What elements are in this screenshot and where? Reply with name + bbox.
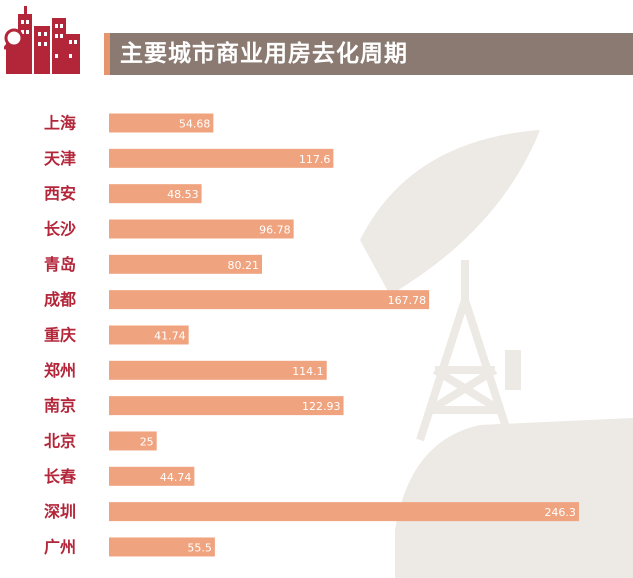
category-label: 青岛 <box>44 255 76 274</box>
value-label: 246.3 <box>544 506 576 519</box>
category-label: 上海 <box>44 114 76 133</box>
category-label: 长沙 <box>44 219 76 238</box>
category-label: 南京 <box>44 396 76 415</box>
chart-title: 主要城市商业用房去化周期 <box>120 41 408 67</box>
bar <box>109 466 195 486</box>
value-label: 114.1 <box>292 365 324 378</box>
category-label: 深圳 <box>44 502 76 521</box>
value-label: 25 <box>140 435 154 448</box>
bar <box>109 113 214 133</box>
value-label: 41.74 <box>154 329 186 342</box>
bar <box>109 396 344 416</box>
category-label: 广州 <box>44 537 76 556</box>
magnifier-icon <box>4 28 24 50</box>
bar <box>109 325 189 345</box>
value-label: 167.78 <box>388 294 427 307</box>
value-label: 117.6 <box>299 153 331 166</box>
category-label: 重庆 <box>44 325 76 344</box>
city-buildings-logo <box>4 6 80 74</box>
category-label: 长春 <box>44 467 77 486</box>
bar <box>109 184 202 204</box>
bar <box>109 537 215 557</box>
value-label: 96.78 <box>259 223 291 236</box>
value-label: 54.68 <box>179 118 211 131</box>
bar <box>109 219 294 239</box>
category-label: 北京 <box>44 431 76 450</box>
value-label: 122.93 <box>302 400 341 413</box>
bar <box>109 254 263 274</box>
bar <box>109 502 579 522</box>
value-label: 80.21 <box>228 259 260 272</box>
category-label: 西安 <box>44 184 76 203</box>
category-label: 郑州 <box>44 361 76 380</box>
value-label: 48.53 <box>167 188 199 201</box>
title-band: 主要城市商业用房去化周期 <box>104 33 633 75</box>
bar <box>109 290 430 310</box>
category-label: 成都 <box>44 290 76 309</box>
bar <box>109 148 334 168</box>
bar <box>109 431 157 451</box>
bar <box>109 360 327 380</box>
satellite-dish-illustration <box>360 130 633 578</box>
value-label: 44.74 <box>160 471 192 484</box>
value-label: 55.5 <box>187 541 212 554</box>
category-label: 天津 <box>44 149 76 168</box>
